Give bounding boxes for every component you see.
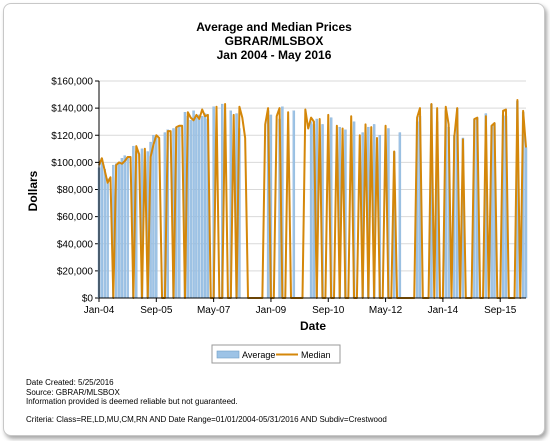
average-bar (117, 162, 121, 299)
average-bar (309, 121, 313, 299)
x-tick-label: Sep-10 (312, 305, 345, 316)
x-tick-label: May-07 (197, 305, 231, 316)
legend-average-label: Average (242, 350, 275, 360)
legend: Average Median (211, 344, 341, 364)
average-bar (200, 116, 204, 299)
y-tick-label: $80,000 (57, 185, 94, 196)
y-tick-label: $120,000 (51, 131, 93, 142)
y-tick-label: $40,000 (57, 239, 94, 250)
date-created-text: Date Created: 5/25/2016 (26, 378, 114, 387)
y-tick-label: $160,000 (51, 77, 93, 88)
average-bar (126, 156, 129, 299)
average-bar (120, 158, 124, 299)
axes (98, 81, 526, 302)
average-bar (106, 178, 109, 299)
average-bar (292, 110, 296, 299)
disclaimer-text: Information provided is deemed reliable … (26, 397, 238, 406)
chart-title: Average and Median Prices (196, 20, 352, 34)
footer: Date Created: 5/25/2016 Source: GBRAR/ML… (26, 378, 387, 424)
average-bar (192, 110, 195, 299)
average-bar (398, 132, 402, 299)
average-bar (123, 155, 126, 299)
y-tick-label: $20,000 (57, 266, 94, 277)
y-tick-labels: $0 $20,000 $40,000 $60,000 $80,000 $100,000 $1… (51, 77, 93, 305)
x-axis-label: Date (300, 319, 326, 333)
y-tick-label: $140,000 (51, 104, 93, 115)
average-bar (178, 125, 181, 299)
criteria-text: Criteria: Class=RE,LD,MU,CM,RN AND Date … (26, 414, 387, 424)
y-tick-label: $0 (82, 294, 94, 305)
median-line (98, 98, 527, 299)
y-axis-label: Dollars (26, 170, 40, 211)
legend-median-label: Median (301, 350, 331, 360)
average-bar (195, 117, 198, 299)
y-tick-label: $100,000 (51, 158, 93, 169)
average-bar (189, 120, 192, 299)
average-bar (152, 135, 155, 299)
x-tick-label: Sep-05 (140, 305, 173, 316)
legend-average-swatch (216, 350, 240, 359)
average-bar (203, 113, 207, 299)
chart-subtitle-1: GBRAR/MLSBOX (225, 34, 324, 48)
chart-subtitle-2: Jan 2004 - May 2016 (217, 48, 332, 62)
x-tick-label: Sep-15 (484, 305, 517, 316)
average-bar (103, 169, 106, 299)
median-line-group (98, 98, 527, 299)
average-bar (524, 147, 528, 299)
x-tick-label: May-12 (369, 305, 403, 316)
chart-svg: Average and Median Prices GBRAR/MLSBOX J… (26, 20, 528, 364)
average-bar (100, 158, 104, 299)
source-text: Source: GBRAR/MLSBOX (26, 387, 120, 397)
x-tick-label: Jan-09 (256, 305, 287, 316)
y-tick-label: $60,000 (57, 212, 94, 223)
average-bar (198, 114, 201, 299)
chart-frame: Average and Median Prices GBRAR/MLSBOX J… (3, 3, 545, 436)
x-tick-label: Jan-04 (84, 305, 115, 316)
x-tick-labels: Jan-04 Sep-05 May-07 Jan-09 Sep-10 May-12 Jan-… (84, 305, 517, 316)
x-tick-label: Jan-14 (428, 305, 459, 316)
average-bar (155, 137, 158, 299)
